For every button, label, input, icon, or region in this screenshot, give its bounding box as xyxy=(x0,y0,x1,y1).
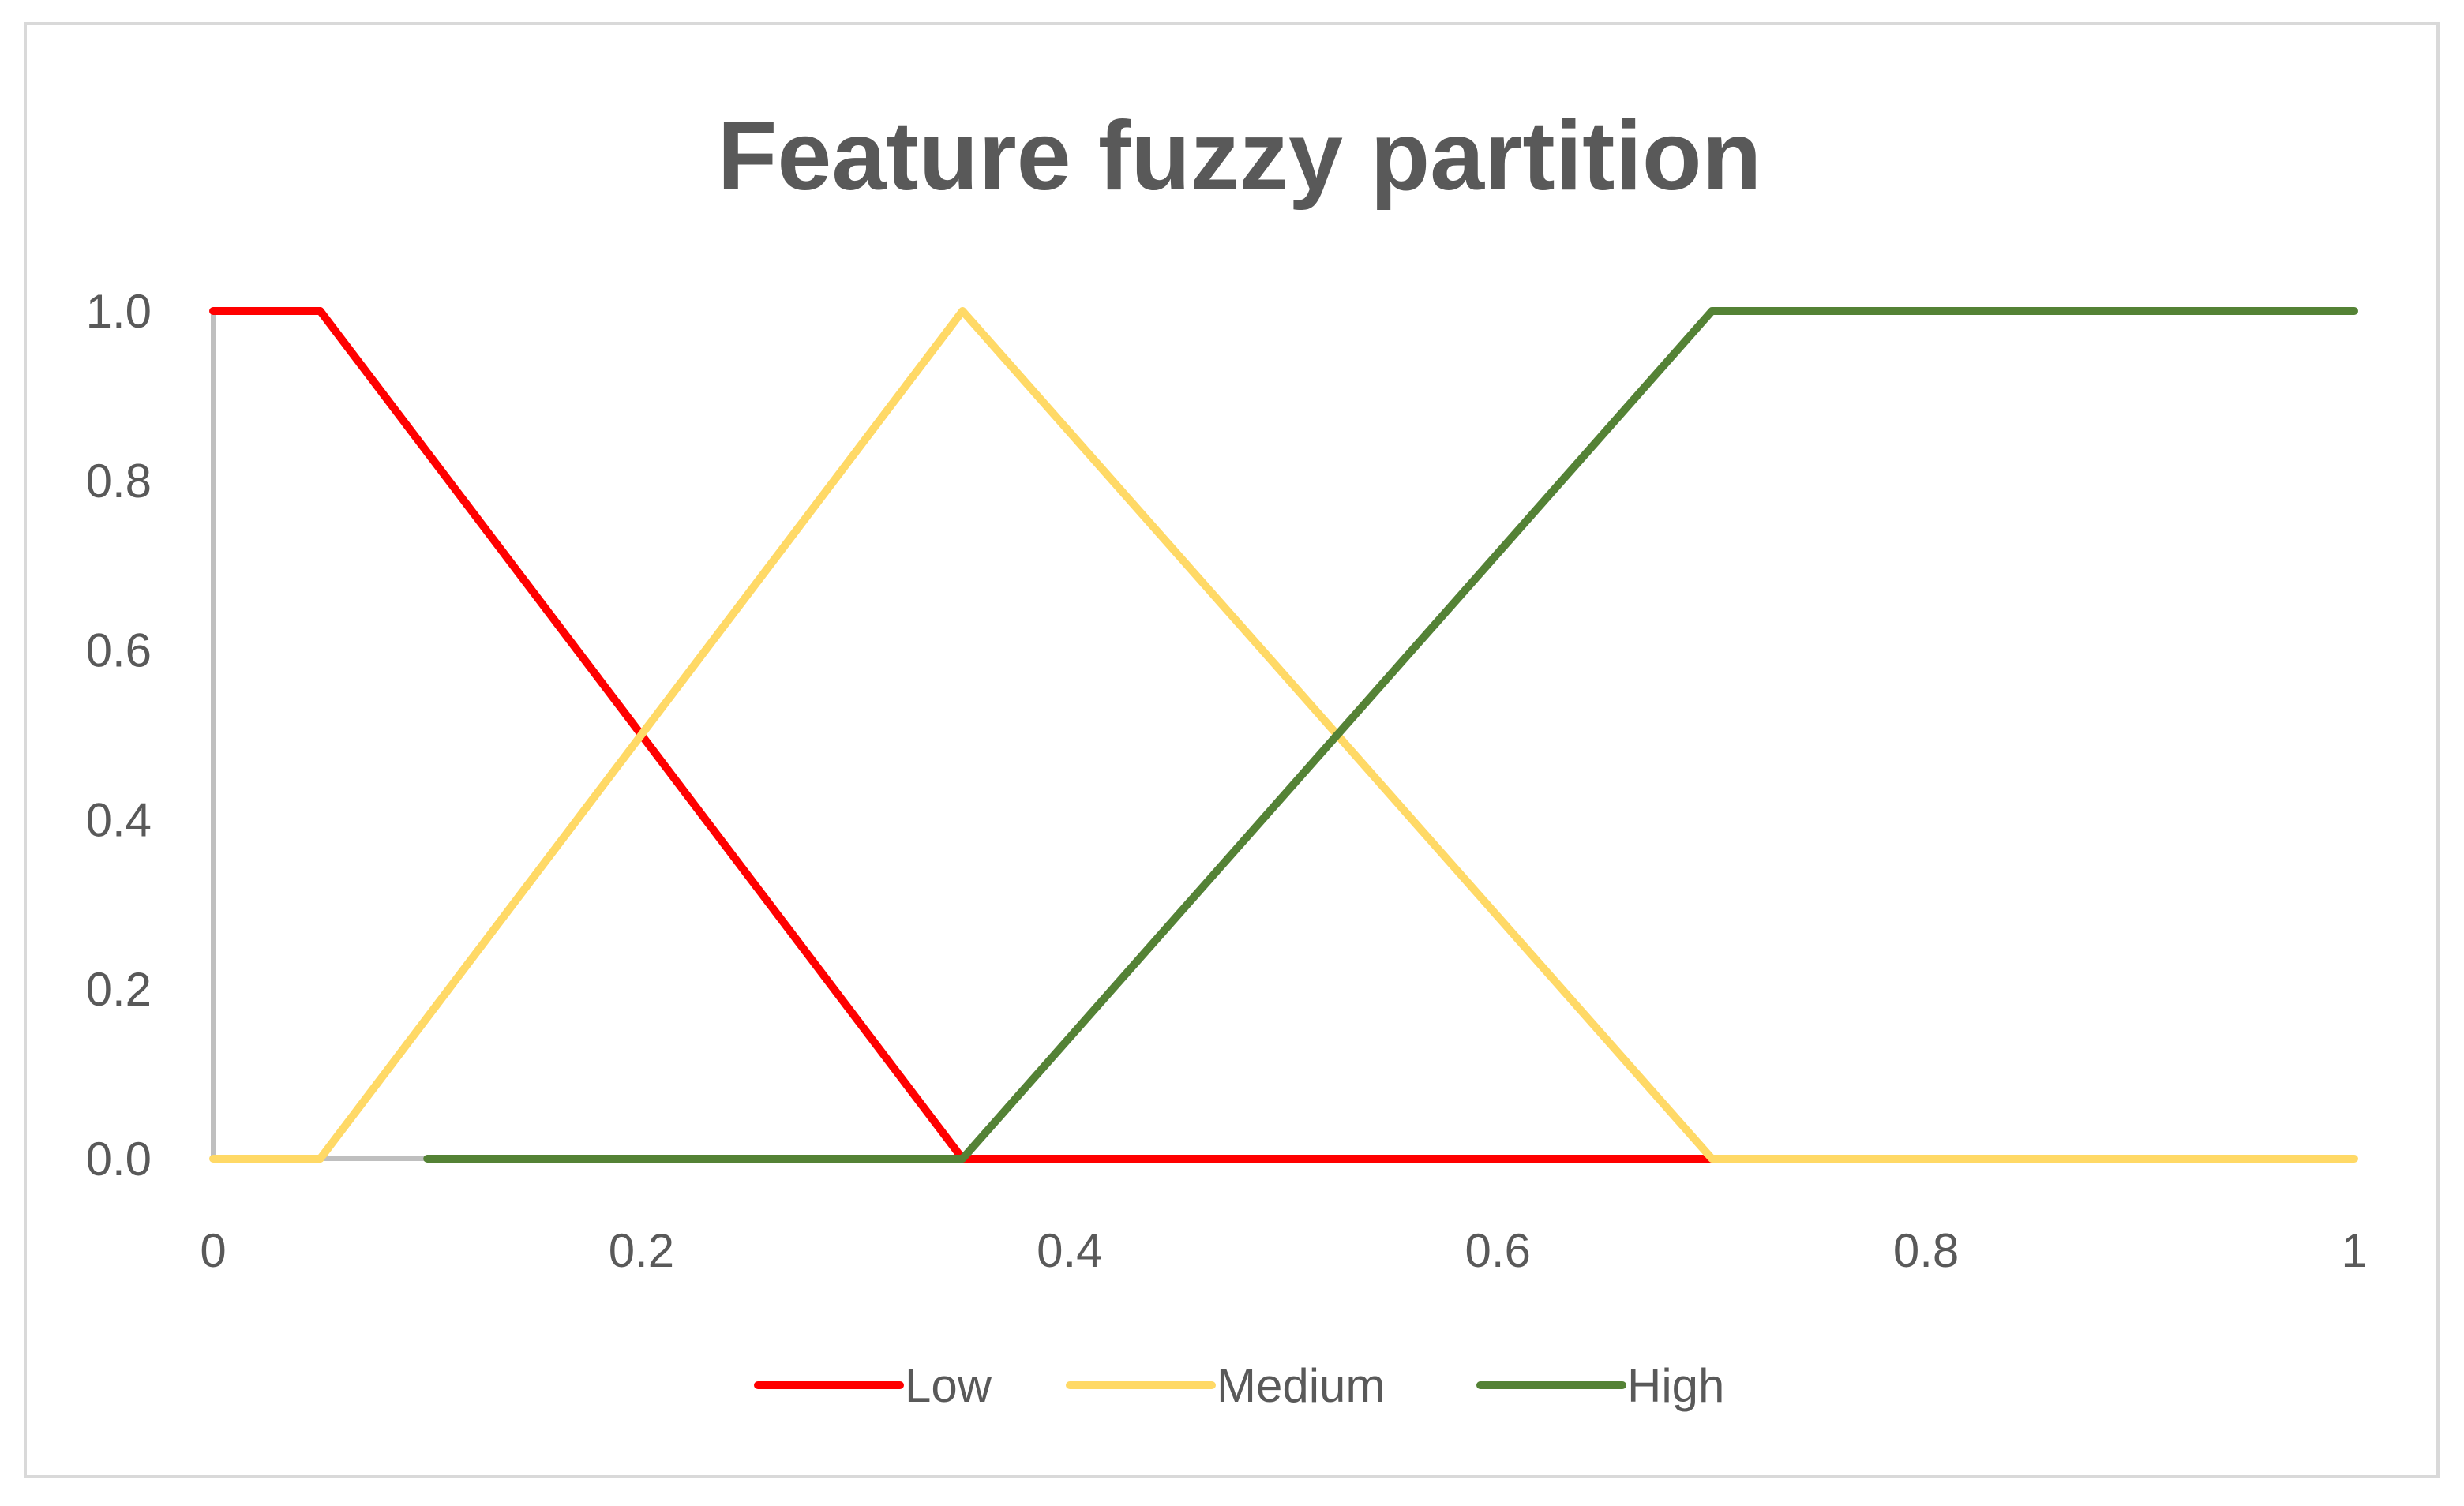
chart-frame xyxy=(24,22,2440,1478)
x-tick-label: 1 xyxy=(2341,1224,2367,1277)
chart-title: Feature fuzzy partition xyxy=(718,102,1762,211)
series-line-medium xyxy=(209,307,2358,1163)
y-tick-label: 0.8 xyxy=(86,455,152,508)
series-lines xyxy=(209,307,2358,1163)
y-tick-label: 0.2 xyxy=(86,963,152,1016)
y-tick-label: 0.6 xyxy=(86,624,152,677)
x-tick-label: 0.8 xyxy=(1893,1224,1959,1277)
legend-label-low: Low xyxy=(905,1359,992,1412)
x-tick-label: 0 xyxy=(200,1224,226,1277)
legend: Low Medium High xyxy=(754,1359,1724,1412)
y-tick-label: 0.0 xyxy=(86,1133,152,1186)
y-axis-ticks: 0.0 0.2 0.4 0.6 0.8 1.0 xyxy=(86,285,152,1186)
legend-label-high: High xyxy=(1627,1359,1724,1412)
axes xyxy=(211,311,2354,1161)
x-tick-label: 0.4 xyxy=(1037,1224,1102,1277)
series-line-high xyxy=(423,307,2358,1163)
y-tick-label: 0.4 xyxy=(86,793,152,846)
y-tick-label: 1.0 xyxy=(86,285,152,338)
x-tick-label: 0.2 xyxy=(609,1224,674,1277)
x-axis-ticks: 0 0.2 0.4 0.6 0.8 1 xyxy=(200,1224,2367,1277)
legend-label-medium: Medium xyxy=(1217,1359,1385,1412)
x-tick-label: 0.6 xyxy=(1465,1224,1530,1277)
series-line-low xyxy=(209,307,1716,1163)
